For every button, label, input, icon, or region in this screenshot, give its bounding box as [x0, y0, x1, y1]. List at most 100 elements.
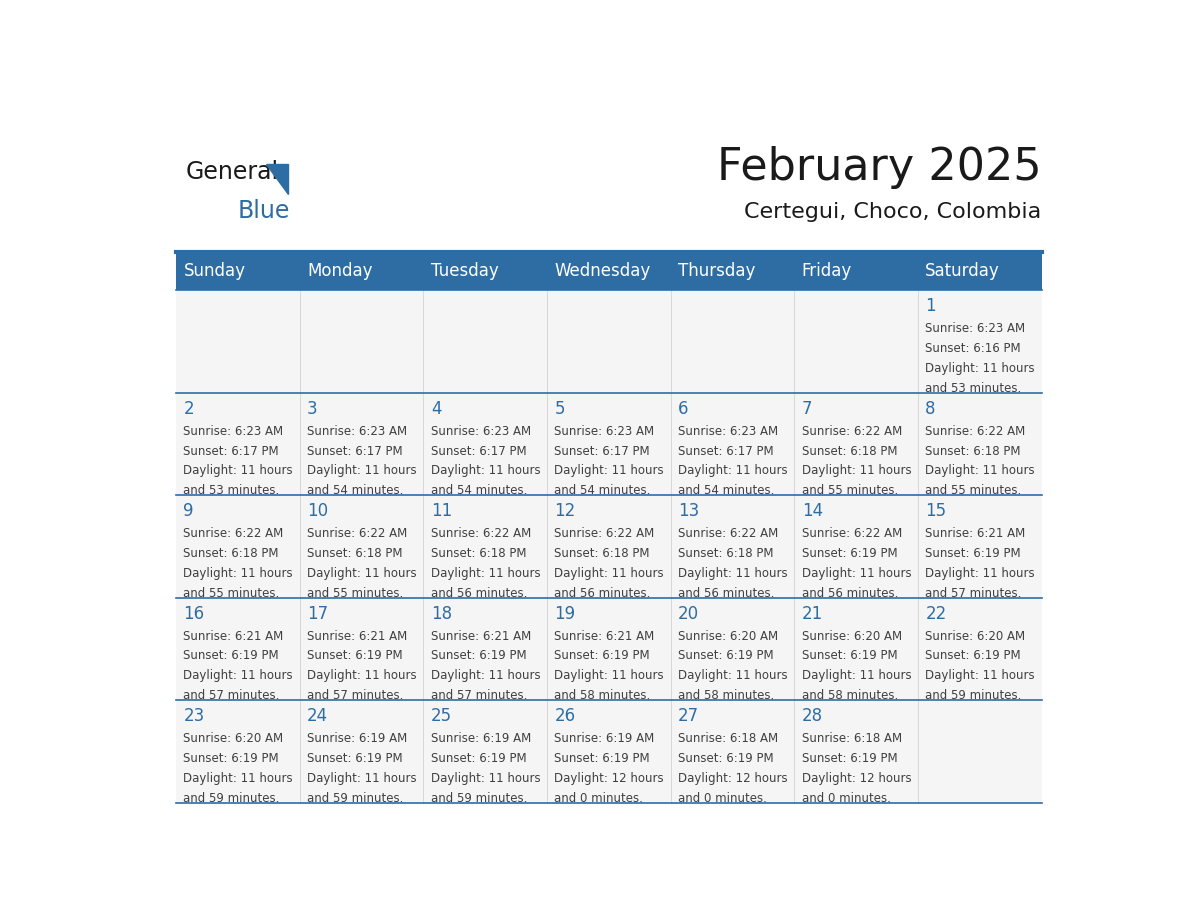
Text: Daylight: 11 hours: Daylight: 11 hours	[555, 465, 664, 477]
Text: Daylight: 11 hours: Daylight: 11 hours	[555, 669, 664, 682]
Text: Daylight: 11 hours: Daylight: 11 hours	[802, 669, 911, 682]
Text: and 54 minutes.: and 54 minutes.	[431, 484, 527, 497]
Bar	[176, 393, 1042, 496]
Text: Sunset: 6:19 PM: Sunset: 6:19 PM	[925, 547, 1020, 560]
Bar	[176, 496, 1042, 598]
Text: Sunrise: 6:20 AM: Sunrise: 6:20 AM	[925, 630, 1025, 643]
Text: Sunrise: 6:18 AM: Sunrise: 6:18 AM	[802, 733, 902, 745]
Text: Sunset: 6:19 PM: Sunset: 6:19 PM	[308, 650, 403, 663]
Text: Daylight: 11 hours: Daylight: 11 hours	[555, 566, 664, 580]
Text: Daylight: 11 hours: Daylight: 11 hours	[925, 669, 1035, 682]
Text: Sunrise: 6:21 AM: Sunrise: 6:21 AM	[183, 630, 284, 643]
Text: 17: 17	[308, 605, 328, 623]
Text: Sunrise: 6:19 AM: Sunrise: 6:19 AM	[431, 733, 531, 745]
Text: and 55 minutes.: and 55 minutes.	[802, 484, 898, 497]
Text: Sunrise: 6:22 AM: Sunrise: 6:22 AM	[802, 425, 902, 438]
Text: Daylight: 11 hours: Daylight: 11 hours	[678, 566, 788, 580]
Text: and 0 minutes.: and 0 minutes.	[678, 791, 767, 804]
Text: Sunrise: 6:23 AM: Sunrise: 6:23 AM	[431, 425, 531, 438]
Text: Sunrise: 6:23 AM: Sunrise: 6:23 AM	[678, 425, 778, 438]
Text: 9: 9	[183, 502, 194, 521]
Text: Sunrise: 6:21 AM: Sunrise: 6:21 AM	[925, 527, 1025, 540]
Text: Daylight: 11 hours: Daylight: 11 hours	[308, 566, 417, 580]
Text: Sunset: 6:18 PM: Sunset: 6:18 PM	[802, 444, 897, 457]
Text: Sunrise: 6:19 AM: Sunrise: 6:19 AM	[555, 733, 655, 745]
Text: Sunset: 6:18 PM: Sunset: 6:18 PM	[183, 547, 279, 560]
Text: Sunrise: 6:22 AM: Sunrise: 6:22 AM	[183, 527, 284, 540]
Text: Sunset: 6:19 PM: Sunset: 6:19 PM	[555, 752, 650, 765]
Text: Tuesday: Tuesday	[431, 262, 499, 280]
Text: Sunset: 6:17 PM: Sunset: 6:17 PM	[308, 444, 403, 457]
Text: 21: 21	[802, 605, 823, 623]
Text: Thursday: Thursday	[678, 262, 756, 280]
Text: Daylight: 12 hours: Daylight: 12 hours	[678, 772, 788, 785]
Text: 15: 15	[925, 502, 947, 521]
Text: 1: 1	[925, 297, 936, 316]
Text: Daylight: 11 hours: Daylight: 11 hours	[431, 566, 541, 580]
Text: Sunrise: 6:21 AM: Sunrise: 6:21 AM	[431, 630, 531, 643]
Text: and 58 minutes.: and 58 minutes.	[802, 689, 898, 702]
Bar	[176, 700, 1042, 803]
Text: Sunset: 6:19 PM: Sunset: 6:19 PM	[308, 752, 403, 765]
Text: Daylight: 11 hours: Daylight: 11 hours	[925, 362, 1035, 375]
Text: Daylight: 11 hours: Daylight: 11 hours	[802, 465, 911, 477]
Text: and 55 minutes.: and 55 minutes.	[308, 587, 404, 599]
Text: Sunset: 6:19 PM: Sunset: 6:19 PM	[183, 650, 279, 663]
Text: 26: 26	[555, 708, 575, 725]
Text: Daylight: 11 hours: Daylight: 11 hours	[308, 669, 417, 682]
Text: 10: 10	[308, 502, 328, 521]
Text: Sunrise: 6:19 AM: Sunrise: 6:19 AM	[308, 733, 407, 745]
Text: Daylight: 11 hours: Daylight: 11 hours	[678, 465, 788, 477]
Text: 24: 24	[308, 708, 328, 725]
Text: and 59 minutes.: and 59 minutes.	[925, 689, 1022, 702]
Text: Sunset: 6:19 PM: Sunset: 6:19 PM	[678, 752, 773, 765]
Text: Daylight: 11 hours: Daylight: 11 hours	[431, 465, 541, 477]
Text: 6: 6	[678, 400, 689, 418]
Text: 3: 3	[308, 400, 317, 418]
Text: Sunrise: 6:20 AM: Sunrise: 6:20 AM	[678, 630, 778, 643]
Text: Sunset: 6:17 PM: Sunset: 6:17 PM	[678, 444, 773, 457]
Text: Sunset: 6:19 PM: Sunset: 6:19 PM	[802, 752, 897, 765]
Text: Daylight: 11 hours: Daylight: 11 hours	[925, 566, 1035, 580]
Text: and 53 minutes.: and 53 minutes.	[925, 382, 1022, 395]
Text: Sunset: 6:19 PM: Sunset: 6:19 PM	[678, 650, 773, 663]
Text: February 2025: February 2025	[716, 145, 1042, 188]
Text: and 59 minutes.: and 59 minutes.	[308, 791, 404, 804]
Text: Sunrise: 6:20 AM: Sunrise: 6:20 AM	[183, 733, 284, 745]
Text: Sunrise: 6:22 AM: Sunrise: 6:22 AM	[431, 527, 531, 540]
Bar	[176, 598, 1042, 700]
Text: Sunset: 6:17 PM: Sunset: 6:17 PM	[555, 444, 650, 457]
Text: and 57 minutes.: and 57 minutes.	[431, 689, 527, 702]
Text: and 59 minutes.: and 59 minutes.	[431, 791, 527, 804]
Text: 22: 22	[925, 605, 947, 623]
Text: 11: 11	[431, 502, 451, 521]
Text: Daylight: 11 hours: Daylight: 11 hours	[802, 566, 911, 580]
Text: and 56 minutes.: and 56 minutes.	[678, 587, 775, 599]
Text: Sunrise: 6:20 AM: Sunrise: 6:20 AM	[802, 630, 902, 643]
Text: Sunrise: 6:18 AM: Sunrise: 6:18 AM	[678, 733, 778, 745]
Text: Monday: Monday	[308, 262, 373, 280]
Text: Sunset: 6:19 PM: Sunset: 6:19 PM	[555, 650, 650, 663]
Polygon shape	[266, 164, 289, 194]
Text: Wednesday: Wednesday	[555, 262, 651, 280]
Text: Sunset: 6:19 PM: Sunset: 6:19 PM	[925, 650, 1020, 663]
Text: and 0 minutes.: and 0 minutes.	[555, 791, 643, 804]
Text: Sunset: 6:18 PM: Sunset: 6:18 PM	[925, 444, 1020, 457]
Text: Daylight: 11 hours: Daylight: 11 hours	[678, 669, 788, 682]
Text: and 57 minutes.: and 57 minutes.	[308, 689, 404, 702]
Text: 13: 13	[678, 502, 700, 521]
Text: 20: 20	[678, 605, 700, 623]
Text: 12: 12	[555, 502, 576, 521]
Text: General: General	[185, 160, 278, 184]
Text: Sunset: 6:19 PM: Sunset: 6:19 PM	[802, 547, 897, 560]
Text: and 56 minutes.: and 56 minutes.	[555, 587, 651, 599]
Text: Sunset: 6:19 PM: Sunset: 6:19 PM	[183, 752, 279, 765]
Bar	[176, 252, 1042, 290]
Text: Sunrise: 6:21 AM: Sunrise: 6:21 AM	[555, 630, 655, 643]
Text: and 54 minutes.: and 54 minutes.	[308, 484, 404, 497]
Text: 8: 8	[925, 400, 936, 418]
Text: and 55 minutes.: and 55 minutes.	[925, 484, 1022, 497]
Text: 2: 2	[183, 400, 194, 418]
Text: Sunset: 6:18 PM: Sunset: 6:18 PM	[308, 547, 403, 560]
Text: Sunrise: 6:23 AM: Sunrise: 6:23 AM	[308, 425, 407, 438]
